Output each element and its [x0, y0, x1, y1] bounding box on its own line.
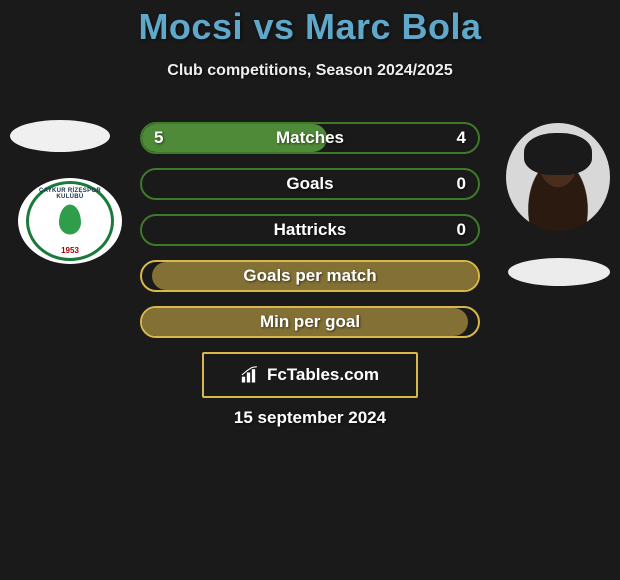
page-title: Mocsi vs Marc Bola [0, 6, 620, 48]
stat-bar: 5 Matches 4 [140, 122, 480, 154]
club-logo-left: ÇAYKUR RİZESPOR KULÜBÜ 1953 [18, 178, 122, 264]
club-logo-year: 1953 [29, 246, 111, 255]
club-logo-top-text: ÇAYKUR RİZESPOR KULÜBÜ [29, 188, 111, 200]
subtitle: Club competitions, Season 2024/2025 [0, 62, 620, 80]
stat-bar: Goals 0 [140, 168, 480, 200]
stat-label: Min per goal [260, 312, 360, 332]
stat-bar: Min per goal [140, 306, 480, 338]
player-right-avatar [506, 123, 610, 231]
bar-chart-icon [241, 366, 261, 384]
brand-box: FcTables.com [202, 352, 418, 398]
comparison-card: Mocsi vs Marc Bola Club competitions, Se… [0, 0, 620, 580]
stat-right-value: 4 [457, 128, 466, 148]
stat-label: Goals per match [243, 266, 376, 286]
player-left-placeholder [10, 120, 110, 152]
stat-label: Goals [286, 174, 333, 194]
stat-bar: Goals per match [140, 260, 480, 292]
stat-right-value: 0 [457, 174, 466, 194]
club-logo-ring: ÇAYKUR RİZESPOR KULÜBÜ 1953 [26, 181, 114, 261]
stat-bar: Hattricks 0 [140, 214, 480, 246]
stat-label: Matches [276, 128, 344, 148]
stat-left-value: 5 [154, 128, 163, 148]
club-logo-leaf-icon [59, 205, 81, 235]
stat-label: Hattricks [274, 220, 347, 240]
club-logo-right-placeholder [508, 258, 610, 286]
brand-text: FcTables.com [267, 365, 379, 385]
stat-bars: 5 Matches 4 Goals 0 Hattricks 0 Goals per match… [140, 122, 480, 352]
stat-right-value: 0 [457, 220, 466, 240]
date-text: 15 september 2024 [0, 408, 620, 428]
